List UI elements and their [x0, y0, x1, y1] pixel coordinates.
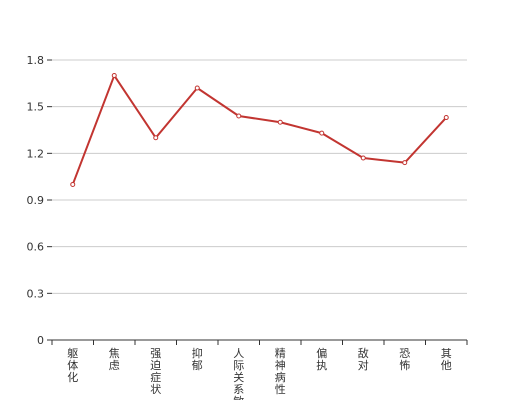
x-tick-label: 抑郁 — [192, 346, 203, 372]
data-point[interactable] — [194, 85, 200, 91]
labels: 0 0.3 0.6 0.9 1.2 1.5 1.8 躯体化 焦虑 强迫症状 抑郁 人际关系敏感 精神病性… — [27, 54, 452, 400]
x-tick-label: 其他 — [441, 347, 452, 372]
x-tick-label: 人际关系敏感 — [233, 347, 244, 400]
data-point[interactable] — [319, 130, 325, 136]
x-tick-label: 强迫症状 — [150, 347, 161, 396]
data-point[interactable] — [236, 113, 242, 119]
data-point[interactable] — [360, 155, 366, 161]
x-tick-label: 偏执 — [316, 346, 327, 372]
grid-lines — [52, 59, 467, 294]
series-layer — [70, 73, 449, 187]
y-tick-label: 1.8 — [27, 54, 45, 67]
y-tick-label: 0.6 — [27, 241, 45, 254]
x-tick-label: 恐怖 — [399, 347, 410, 372]
y-tick-label: 1.2 — [27, 147, 45, 160]
data-point[interactable] — [402, 160, 408, 166]
data-point[interactable] — [277, 119, 283, 125]
x-tick-label: 焦虑 — [109, 347, 120, 372]
data-point[interactable] — [70, 181, 76, 187]
y-tick-label: 0.3 — [27, 287, 45, 300]
x-tick-label: 精神病性 — [275, 347, 286, 396]
y-tick-label: 1.5 — [27, 101, 45, 114]
data-point[interactable] — [111, 73, 117, 79]
series-line — [71, 74, 447, 185]
data-point[interactable] — [153, 135, 159, 141]
x-tick-label: 躯体化 — [67, 347, 78, 384]
axes — [47, 59, 468, 345]
y-tick-label: 0.9 — [27, 194, 45, 207]
data-point[interactable] — [443, 115, 449, 121]
y-tick-label: 0 — [37, 334, 44, 347]
x-tick-label: 敌对 — [358, 346, 369, 372]
